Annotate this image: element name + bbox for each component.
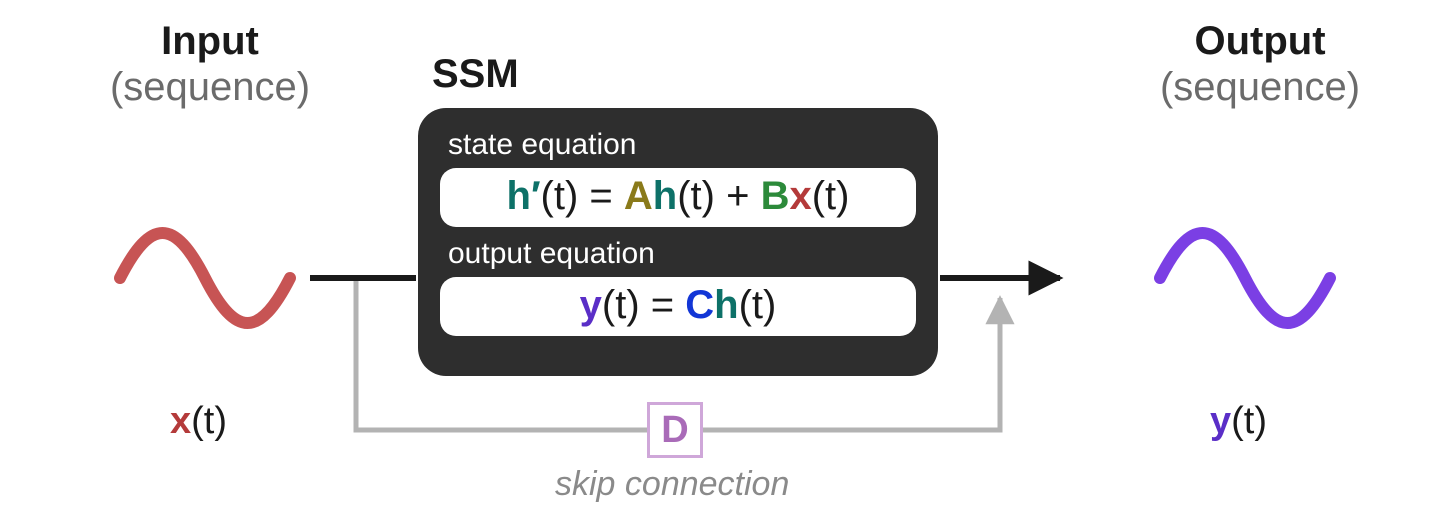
- ssm-box: state equationh′(t) = Ah(t) + Bx(t)outpu…: [418, 108, 938, 376]
- output-title-sub: (sequence): [1130, 64, 1390, 110]
- input-title-main: Input: [90, 18, 330, 64]
- tok-t2: (t): [677, 174, 715, 218]
- output-equation: y(t) = Ch(t): [440, 277, 916, 336]
- x-arg: (t): [191, 400, 227, 442]
- output-title: Output(sequence): [1130, 18, 1390, 110]
- output-title-main: Output: [1130, 18, 1390, 64]
- input-wave-icon: [120, 233, 290, 323]
- input-title-sub: (sequence): [90, 64, 330, 110]
- output-wave-icon: [1160, 233, 1330, 323]
- skip-connection-label: skip connection: [555, 465, 789, 504]
- tok-h3: h: [714, 283, 738, 327]
- tok-C: C: [685, 283, 714, 327]
- tok-x: x: [789, 174, 811, 218]
- ssm-label: SSM: [432, 52, 519, 97]
- tok-A: A: [624, 174, 653, 218]
- output-equation-caption: output equation: [448, 237, 916, 271]
- tok-h2: h: [653, 174, 677, 218]
- tok-plus: +: [715, 174, 761, 218]
- tok-eq: =: [578, 174, 624, 218]
- tok-eq2: =: [640, 283, 686, 327]
- y-symbol: y: [1210, 400, 1231, 442]
- tok-h: h: [507, 174, 531, 218]
- output-symbol-label: y(t): [1210, 400, 1267, 443]
- tok-t-y: (t): [602, 283, 640, 327]
- x-symbol: x: [170, 400, 191, 442]
- tok-t: (t): [541, 174, 579, 218]
- tok-t-h3: (t): [739, 283, 777, 327]
- y-arg: (t): [1231, 400, 1267, 442]
- tok-y: y: [580, 283, 602, 327]
- tok-B: B: [761, 174, 790, 218]
- tok-prime: ′: [531, 174, 541, 218]
- input-title: Input(sequence): [90, 18, 330, 110]
- state-equation: h′(t) = Ah(t) + Bx(t): [440, 168, 916, 227]
- tok-t3: (t): [812, 174, 850, 218]
- state-equation-caption: state equation: [448, 128, 916, 162]
- input-symbol-label: x(t): [170, 400, 227, 443]
- skip-d-box: D: [647, 402, 703, 458]
